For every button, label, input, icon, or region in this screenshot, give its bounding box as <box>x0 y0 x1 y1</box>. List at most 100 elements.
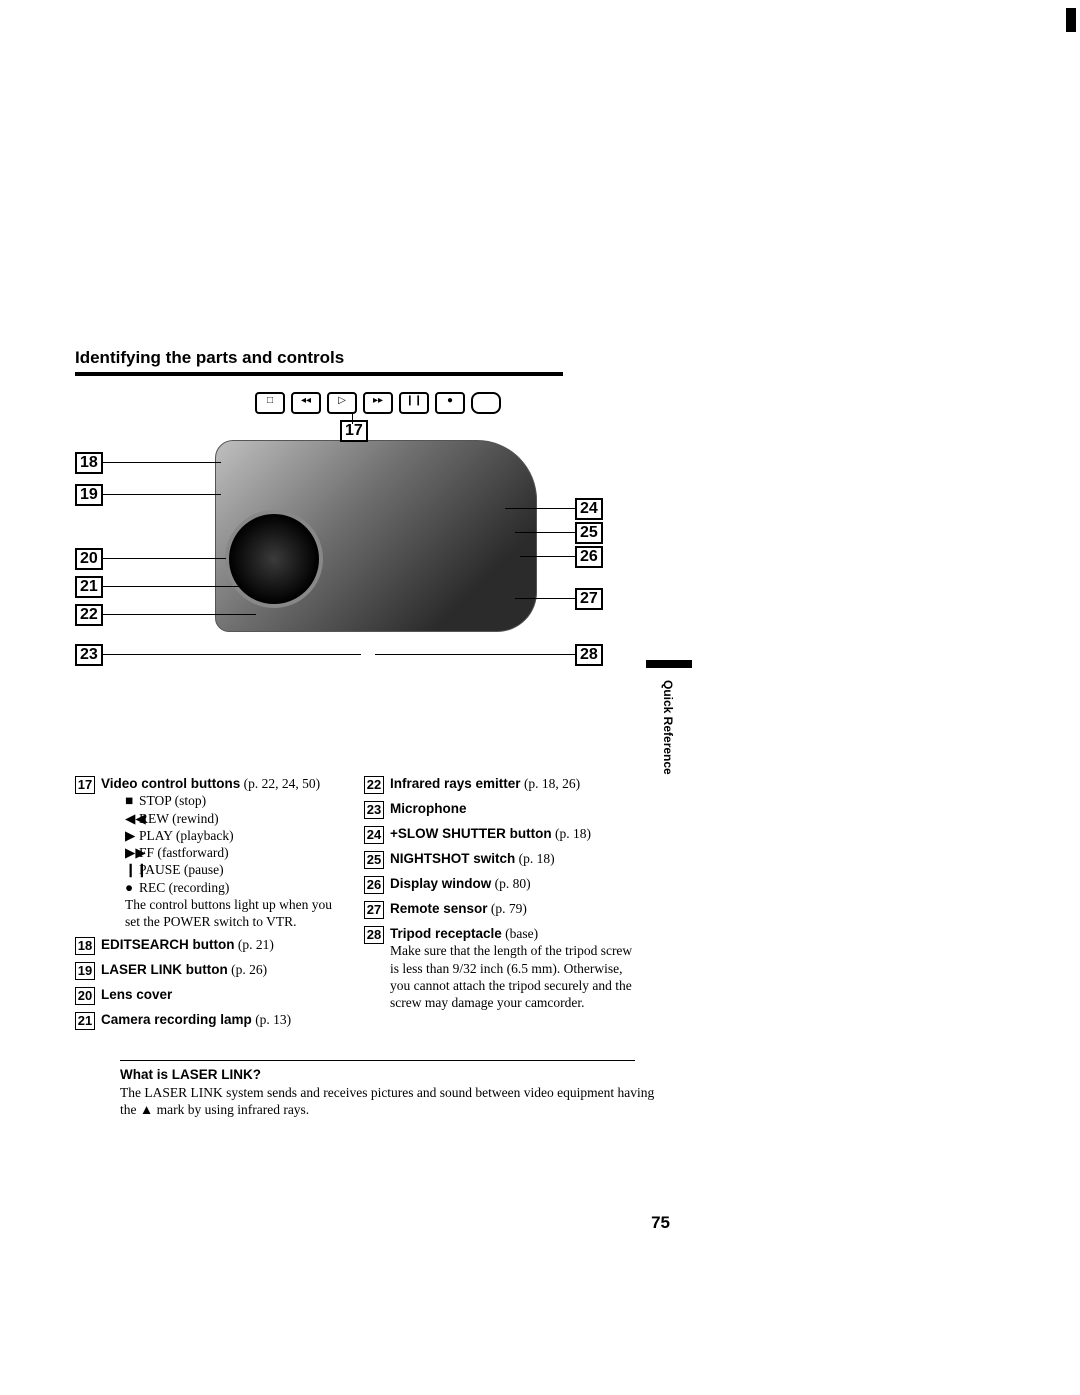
footnote-rule <box>120 1060 635 1061</box>
lead-line <box>520 556 575 557</box>
footnote: What is LASER LINK? The LASER LINK syste… <box>120 1066 660 1119</box>
reference-item: 23 Microphone <box>364 800 635 819</box>
item-body: NIGHTSHOT switch (p. 18) <box>390 850 635 869</box>
reference-item: 26 Display window (p. 80) <box>364 875 635 894</box>
symbol-icon: ■ <box>125 792 139 809</box>
item-number: 25 <box>364 851 384 869</box>
item-tail: Make sure that the length of the tripod … <box>390 942 635 1011</box>
sub-line: ❙❙ PAUSE (pause) <box>125 861 346 878</box>
item-title: EDITSEARCH button <box>101 937 234 952</box>
reference-item: 24+SLOW SHUTTER button (p. 18) <box>364 825 635 844</box>
callout-25: 25 <box>575 522 603 544</box>
item-title: LASER LINK button <box>101 962 228 977</box>
callout-22: 22 <box>75 604 103 626</box>
reference-col-right: 22Infrared rays emitter (p. 18, 26) 23 Mic… <box>364 775 635 1036</box>
item-number: 17 <box>75 776 95 794</box>
item-body: Camera recording lamp (p. 13) <box>101 1011 346 1030</box>
symbol-icon: ◀◀ <box>125 810 139 827</box>
item-number: 19 <box>75 962 95 980</box>
crop-mark <box>1066 8 1076 32</box>
item-note: (p. 18) <box>515 851 554 866</box>
symbol-icon: ▶▶ <box>125 844 139 861</box>
lead-line <box>101 654 361 655</box>
sub-line: ▶ PLAY (playback) <box>125 827 346 844</box>
item-body: Infrared rays emitter (p. 18, 26) <box>390 775 635 794</box>
btn-blank-icon <box>471 392 501 414</box>
item-note: (p. 80) <box>491 876 530 891</box>
item-title: Remote sensor <box>390 901 488 916</box>
reference-item: 27Remote sensor (p. 79) <box>364 900 635 919</box>
item-number: 18 <box>75 937 95 955</box>
btn-stop-icon: □ <box>255 392 285 414</box>
sub-line: ◀◀ REW (rewind) <box>125 810 346 827</box>
item-title: Microphone <box>390 801 467 816</box>
reference-item: 22Infrared rays emitter (p. 18, 26) <box>364 775 635 794</box>
sub-text: REC (recording) <box>139 880 229 895</box>
item-note: (base) <box>502 926 538 941</box>
item-body: EDITSEARCH button (p. 21) <box>101 936 346 955</box>
item-note: (p. 26) <box>228 962 267 977</box>
item-body: Lens cover <box>101 986 346 1005</box>
btn-ff-icon: ▸▸ <box>363 392 393 414</box>
item-body: Tripod receptacle (base)Make sure that t… <box>390 925 635 1011</box>
footnote-title: What is LASER LINK? <box>120 1067 261 1082</box>
sub-line: ● REC (recording) <box>125 879 346 896</box>
lead-line <box>101 614 256 615</box>
item-number: 26 <box>364 876 384 894</box>
lead-line <box>352 414 353 424</box>
section-rule <box>75 372 563 376</box>
reference-columns: 17 Video control buttons (p. 22, 24, 50) ■… <box>75 775 635 1036</box>
lead-line <box>101 494 221 495</box>
reference-item: 25 NIGHTSHOT switch (p. 18) <box>364 850 635 869</box>
item-title: Lens cover <box>101 987 172 1002</box>
item-title: Display window <box>390 876 491 891</box>
lead-line <box>101 462 221 463</box>
camera-lens <box>225 510 323 608</box>
sub-text: PLAY (playback) <box>139 828 234 843</box>
sub-text: PAUSE (pause) <box>139 862 224 877</box>
item-title: Video control buttons <box>101 776 240 791</box>
item-title: Camera recording lamp <box>101 1012 252 1027</box>
btn-rec-icon: ● <box>435 392 465 414</box>
item-number: 28 <box>364 926 384 944</box>
btn-pause-icon: ❙❙ <box>399 392 429 414</box>
parts-diagram: □ ◂◂ ▷ ▸▸ ❙❙ ● 17 18 19 20 21 22 23 24 2… <box>75 380 605 680</box>
thumb-tab <box>646 660 692 668</box>
sub-text: REW (rewind) <box>139 811 219 826</box>
item-title: NIGHTSHOT switch <box>390 851 515 866</box>
item-number: 27 <box>364 901 384 919</box>
symbol-icon: ❙❙ <box>125 861 139 878</box>
item-note: (p. 13) <box>252 1012 291 1027</box>
callout-19: 19 <box>75 484 103 506</box>
item-note: (p. 22, 24, 50) <box>240 776 320 791</box>
section-title: Identifying the parts and controls <box>75 348 344 368</box>
item-number: 21 <box>75 1012 95 1030</box>
callout-28: 28 <box>575 644 603 666</box>
lead-line <box>375 654 575 655</box>
item-tail: The control buttons light up when you se… <box>125 896 346 931</box>
reference-item: 20 Lens cover <box>75 986 346 1005</box>
footnote-body: The LASER LINK system sends and receives… <box>120 1085 654 1118</box>
manual-page: Identifying the parts and controls □ ◂◂ … <box>0 0 1080 1395</box>
item-title: Tripod receptacle <box>390 926 502 941</box>
sub-line: ▶▶ FF (fastforward) <box>125 844 346 861</box>
lead-line <box>505 508 575 509</box>
lead-line <box>515 532 575 533</box>
lead-line <box>101 558 226 559</box>
lead-line <box>515 598 575 599</box>
side-label: Quick Reference <box>661 680 675 775</box>
item-body: Display window (p. 80) <box>390 875 635 894</box>
item-title: Infrared rays emitter <box>390 776 521 791</box>
reference-col-left: 17 Video control buttons (p. 22, 24, 50) ■… <box>75 775 346 1036</box>
item-note: (p. 18, 26) <box>521 776 581 791</box>
item-body: +SLOW SHUTTER button (p. 18) <box>390 825 635 844</box>
callout-23: 23 <box>75 644 103 666</box>
control-button-row: □ ◂◂ ▷ ▸▸ ❙❙ ● <box>255 392 501 414</box>
item-title: +SLOW SHUTTER button <box>390 826 552 841</box>
item-number: 20 <box>75 987 95 1005</box>
btn-rew-icon: ◂◂ <box>291 392 321 414</box>
reference-item: 18 EDITSEARCH button (p. 21) <box>75 936 346 955</box>
callout-27: 27 <box>575 588 603 610</box>
item-number: 23 <box>364 801 384 819</box>
lead-line <box>101 586 241 587</box>
